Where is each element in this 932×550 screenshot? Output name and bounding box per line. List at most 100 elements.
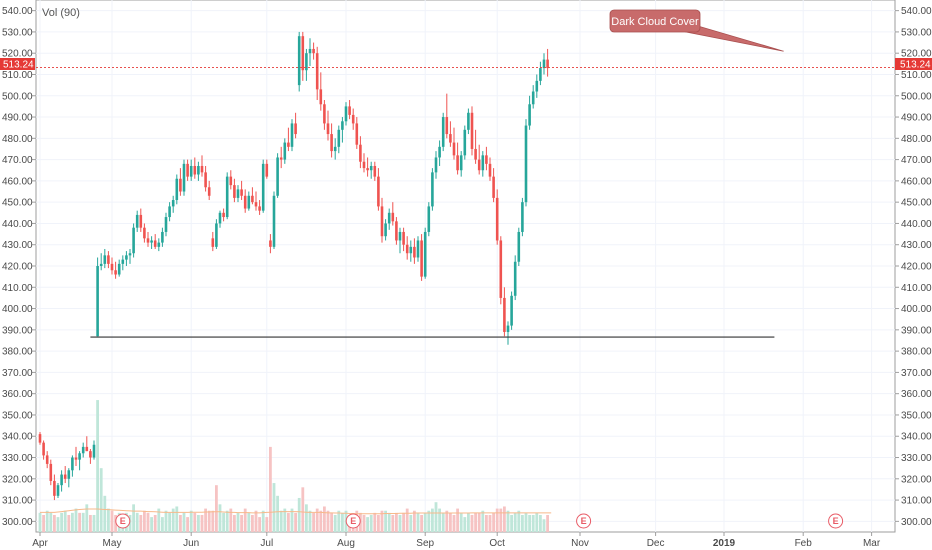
candle	[218, 210, 222, 228]
candle	[240, 180, 243, 201]
candle	[510, 291, 513, 330]
volume-bar	[513, 512, 517, 532]
y-tick-label-right: 310.00	[901, 496, 932, 507]
candle	[279, 146, 283, 169]
volume-bar	[215, 485, 218, 532]
candle	[416, 236, 420, 262]
y-tick-label-left: 430.00	[2, 240, 33, 251]
candle-body	[301, 36, 305, 71]
candle-body	[107, 255, 110, 264]
candle-body	[294, 123, 297, 135]
volume-bar	[326, 510, 330, 532]
candle-body	[200, 165, 204, 173]
candle-body	[398, 231, 402, 241]
candle-body	[81, 446, 85, 454]
candle	[229, 170, 233, 190]
volume-bar	[143, 510, 146, 532]
candle-body	[542, 59, 546, 69]
candle-body	[125, 255, 128, 260]
candle	[312, 42, 315, 60]
earnings-marker-label: E	[120, 516, 126, 526]
volume-bar	[362, 514, 366, 532]
candle-body	[341, 121, 344, 130]
y-tick-label-left: 460.00	[2, 176, 33, 187]
volume-bar	[495, 508, 499, 532]
candle-body	[42, 442, 45, 456]
y-tick-label-right: 300.00	[901, 517, 932, 528]
volume-bar	[492, 512, 495, 532]
candle	[150, 236, 153, 249]
candle	[276, 153, 279, 198]
candle	[413, 238, 416, 264]
volume-bar	[481, 510, 485, 532]
y-tick-label-left: 480.00	[2, 134, 33, 145]
time-axis[interactable]: Apr May Jun Jul Aug Sep Oct Nov Dec 2019 Feb Mar	[32, 532, 881, 549]
y-tick-label-right: 520.00	[901, 49, 932, 60]
candle-body	[470, 112, 474, 149]
candle	[488, 157, 492, 181]
y-tick-label-right: 510.00	[901, 70, 932, 81]
volume-bar	[438, 508, 441, 532]
candle-body	[441, 117, 445, 147]
volume-bar	[294, 512, 297, 532]
price-axis-left[interactable]: 300.00 310.00 320.00 330.00 340.00 350.00 360.…	[2, 6, 36, 528]
x-tick-label: Jun	[183, 538, 199, 549]
candle-body	[467, 112, 470, 130]
volume-bar	[56, 517, 60, 532]
volume-bar	[92, 514, 96, 532]
candle-body	[305, 53, 308, 71]
volume-bar	[423, 512, 427, 532]
candle-body	[164, 217, 168, 232]
candle-body	[204, 172, 207, 188]
volume-bar	[398, 514, 402, 532]
candle	[452, 127, 456, 160]
candle-body	[308, 48, 312, 54]
candle	[420, 234, 423, 281]
candle	[207, 180, 211, 201]
candle	[499, 236, 503, 305]
price-axis-right[interactable]: 300.00 310.00 320.00 330.00 340.00 350.00 360.…	[895, 6, 932, 528]
volume-bar	[387, 512, 391, 532]
volume-bar	[395, 512, 398, 532]
volume-bar	[341, 512, 344, 532]
candle-body	[492, 176, 495, 198]
candle	[341, 117, 344, 143]
candle	[348, 100, 351, 120]
y-tick-label-left: 380.00	[2, 347, 33, 358]
y-tick-label-left: 420.00	[2, 262, 33, 273]
y-tick-label-left: 440.00	[2, 219, 33, 230]
volume-bar	[261, 510, 265, 532]
candle-body	[359, 144, 362, 162]
candle	[81, 442, 85, 458]
y-tick-label-right: 370.00	[901, 368, 932, 379]
candle-body	[53, 480, 56, 496]
candle	[391, 202, 395, 226]
candle	[114, 261, 117, 279]
candle-body	[474, 148, 477, 160]
candle-body	[445, 117, 449, 135]
candle	[387, 208, 391, 230]
volume-bar	[193, 512, 197, 532]
candle-body	[333, 146, 337, 152]
candles	[38, 31, 549, 501]
candle	[60, 470, 63, 492]
y-tick-label-right: 490.00	[901, 113, 932, 124]
candle-body	[99, 263, 103, 266]
volume-bar	[405, 508, 409, 532]
volume-bar	[503, 506, 506, 532]
candle-body	[297, 36, 301, 86]
candle	[283, 138, 287, 164]
candle	[225, 172, 229, 220]
candle	[467, 108, 470, 135]
y-tick-label-left: 310.00	[2, 496, 33, 507]
volume-bar	[524, 512, 528, 532]
candle-body	[477, 159, 481, 171]
candle	[243, 189, 247, 213]
volume-bar	[517, 510, 521, 532]
candle	[132, 223, 135, 258]
volume-bar	[420, 514, 423, 532]
volume-bar	[258, 517, 261, 532]
volume-bar	[236, 512, 240, 532]
volume-bar	[384, 510, 387, 532]
volume-bar	[470, 514, 474, 532]
